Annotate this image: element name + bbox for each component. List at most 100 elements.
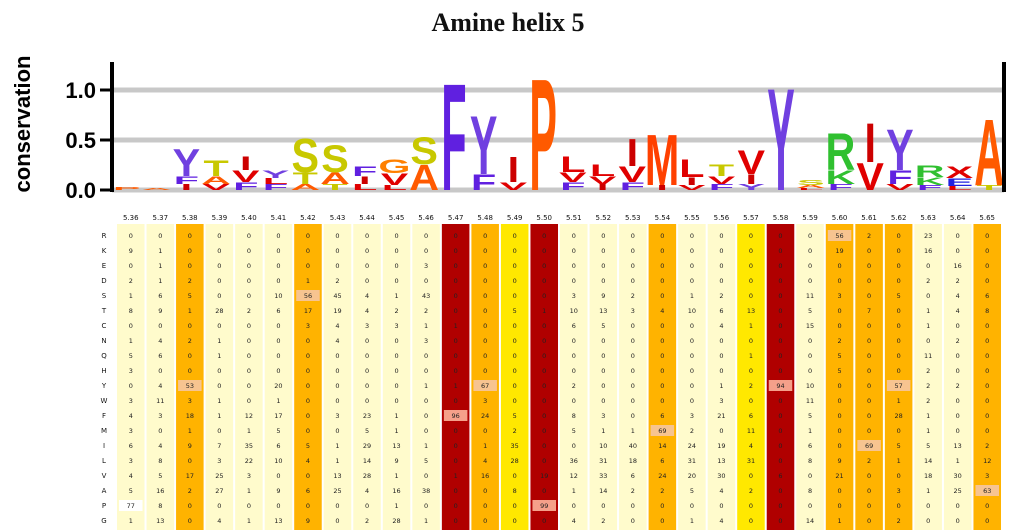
heatmap-cell-value: 0 xyxy=(454,247,458,255)
heatmap-cell-value: 0 xyxy=(778,232,782,240)
logo-letter: S xyxy=(321,138,349,181)
heatmap-cell-value: 3 xyxy=(394,322,398,330)
heatmap-cell-value: 0 xyxy=(985,382,989,390)
heatmap-cell-value: 0 xyxy=(660,232,664,240)
heatmap-cell-value: 2 xyxy=(926,382,930,390)
column-header: 5.48 xyxy=(477,214,493,222)
heatmap-cell-value: 1 xyxy=(188,307,192,315)
heatmap-cell-value: 2 xyxy=(601,517,605,525)
heatmap-cell-value: 14 xyxy=(806,517,814,525)
heatmap-cell-value: 0 xyxy=(985,322,989,330)
heatmap-cell-value: 13 xyxy=(599,307,607,315)
heatmap-cell-value: 5 xyxy=(129,352,133,360)
logo-letter: R xyxy=(915,162,945,181)
heatmap-cell-value: 69 xyxy=(865,442,873,450)
column-header: 5.39 xyxy=(212,214,228,222)
heatmap-cell-value: 0 xyxy=(335,517,339,525)
heatmap-cell-value: 96 xyxy=(451,412,459,420)
heatmap-cell-value: 5 xyxy=(837,367,841,375)
heatmap-cell-value: 0 xyxy=(542,397,546,405)
logo-letter: F xyxy=(560,180,585,192)
heatmap-cell-value: 0 xyxy=(778,247,782,255)
heatmap-cell-value: 4 xyxy=(129,412,133,420)
heatmap-cell-value: 2 xyxy=(335,277,339,285)
highlight-cell xyxy=(857,440,881,451)
heatmap-cell-value: 13 xyxy=(156,517,164,525)
column-header: 5.61 xyxy=(861,214,877,222)
heatmap-cell-value: 9 xyxy=(306,517,310,525)
heatmap-cell-value: 1 xyxy=(247,427,251,435)
logo-letter: Y xyxy=(470,98,498,192)
heatmap-cell-value: 2 xyxy=(985,442,989,450)
heatmap-cell-value: 1 xyxy=(217,337,221,345)
heatmap-cell-value: 0 xyxy=(572,232,576,240)
heatmap-cell-value: 0 xyxy=(572,502,576,510)
heatmap-cell-value: 0 xyxy=(719,232,723,240)
logo-letter: A xyxy=(142,188,172,191)
heatmap-cell-value: 99 xyxy=(540,502,548,510)
heatmap-cell-value: 0 xyxy=(631,262,635,270)
heatmap-cell-value: 4 xyxy=(217,517,221,525)
heatmap-cell-value: 4 xyxy=(719,517,723,525)
heatmap-cell-value: 56 xyxy=(835,232,843,240)
heatmap-cell-value: 3 xyxy=(897,487,901,495)
column-header: 5.50 xyxy=(536,214,552,222)
highlight-cell xyxy=(443,410,468,421)
heatmap-cell-value: 18 xyxy=(629,457,637,465)
heatmap-cell-value: 0 xyxy=(778,292,782,300)
heatmap-cell-value: 0 xyxy=(601,382,605,390)
heatmap-cell-value: 0 xyxy=(719,337,723,345)
heatmap-cell-value: 0 xyxy=(483,367,487,375)
heatmap-cell-value: 0 xyxy=(483,517,487,525)
heatmap-cell-value: 3 xyxy=(601,412,605,420)
heatmap-cell-value: 13 xyxy=(954,442,962,450)
column-header: 5.62 xyxy=(891,214,907,222)
heatmap-cell-value: 1 xyxy=(424,517,428,525)
heatmap-cell-value: 1 xyxy=(926,322,930,330)
heatmap-cell-value: 0 xyxy=(985,502,989,510)
highlight-cell xyxy=(473,380,497,391)
heatmap-cell-value: 0 xyxy=(601,367,605,375)
heatmap-cell-value: 19 xyxy=(835,247,843,255)
heatmap-cell-value: 0 xyxy=(631,322,635,330)
heatmap-cell-value: 0 xyxy=(394,337,398,345)
row-label: E xyxy=(102,262,106,270)
column-header: 5.60 xyxy=(832,214,848,222)
heatmap-cell-value: 0 xyxy=(454,292,458,300)
heatmap-cell-value: 0 xyxy=(424,367,428,375)
heatmap-cell-value: 10 xyxy=(570,307,578,315)
row-label: W xyxy=(101,397,108,405)
heatmap-cell-value: 0 xyxy=(217,277,221,285)
heatmap-cell-value: 4 xyxy=(365,307,369,315)
heatmap-cell-value: 0 xyxy=(542,427,546,435)
heatmap-cell-value: 0 xyxy=(660,262,664,270)
heatmap-column xyxy=(648,224,677,530)
heatmap-column xyxy=(441,224,470,530)
heatmap-cell-value: 5 xyxy=(808,307,812,315)
heatmap-cell-value: 0 xyxy=(483,502,487,510)
heatmap-cell-value: 0 xyxy=(306,337,310,345)
heatmap-cell-value: 0 xyxy=(483,352,487,360)
heatmap-cell-value: 0 xyxy=(778,397,782,405)
heatmap-cell-value: 0 xyxy=(365,232,369,240)
heatmap-cell-value: 1 xyxy=(217,412,221,420)
heatmap-cell-value: 0 xyxy=(985,247,989,255)
row-label: K xyxy=(102,247,107,255)
heatmap-cell-value: 1 xyxy=(631,427,635,435)
heatmap-cell-value: 1 xyxy=(690,517,694,525)
logo-letter: A xyxy=(201,174,231,186)
heatmap-cell-value: 0 xyxy=(365,262,369,270)
column-header: 5.38 xyxy=(182,214,198,222)
heatmap-cell-value: 5 xyxy=(306,442,310,450)
logo-letter: R xyxy=(826,123,856,182)
y-tick-label: 1.0 xyxy=(65,78,96,103)
heatmap-cell-value: 4 xyxy=(719,322,723,330)
heatmap-cell-value: 2 xyxy=(247,307,251,315)
column-header: 5.51 xyxy=(566,214,582,222)
heatmap-cell-value: 29 xyxy=(363,442,371,450)
heatmap-cell-value: 0 xyxy=(749,292,753,300)
heatmap-column xyxy=(678,224,706,530)
logo-letter: I xyxy=(627,132,638,175)
heatmap-cell-value: 7 xyxy=(867,307,871,315)
